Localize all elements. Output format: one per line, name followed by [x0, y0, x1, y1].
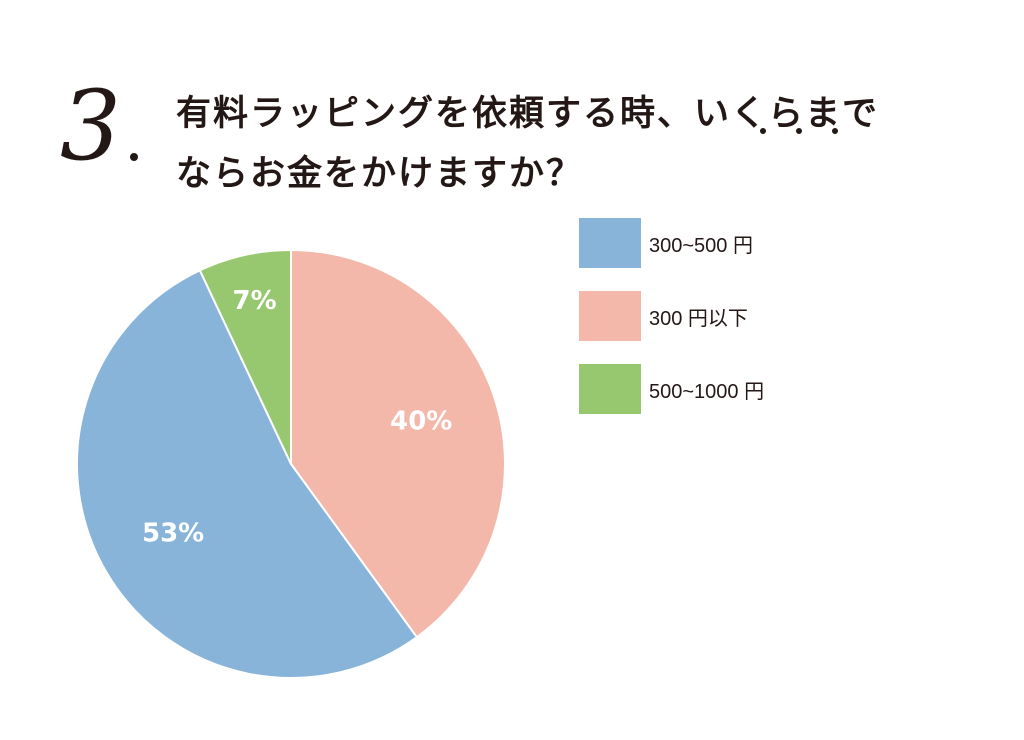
pie-slice [290, 248, 506, 639]
legend-swatch [579, 291, 641, 341]
title-line-2: ならお金をかけますか？ [176, 154, 584, 194]
legend-item: 500~1000 円 [579, 364, 764, 414]
question-number: 3 [60, 70, 122, 182]
question-number-dot [130, 153, 138, 161]
emphasis-dot [760, 128, 766, 134]
legend-label: 300~500 円 [649, 234, 753, 257]
legend-label: 500~1000 円 [649, 380, 765, 403]
title-line-1: 有料ラッピングを依頼する時、いくらまで [176, 94, 880, 134]
legend: 300~500 円 300 円以下 500~1000 円 [579, 218, 764, 437]
pie-slice-label: 40% [390, 407, 452, 437]
pie-slice [76, 269, 419, 679]
pie-slice [198, 248, 292, 465]
pie-slice-label: 7% [233, 286, 277, 316]
legend-label: 300 円以下 [649, 307, 748, 330]
emphasis-dot [796, 128, 802, 134]
legend-swatch [579, 218, 641, 268]
legend-swatch [579, 364, 641, 414]
emphasis-dot [832, 128, 838, 134]
pie-slice-label: 53% [142, 519, 204, 549]
legend-item: 300 円以下 [579, 291, 764, 341]
chart-title: 有料ラッピングを依頼する時、いくらまで ならお金をかけますか？ [176, 84, 879, 204]
legend-item: 300~500 円 [579, 218, 764, 268]
